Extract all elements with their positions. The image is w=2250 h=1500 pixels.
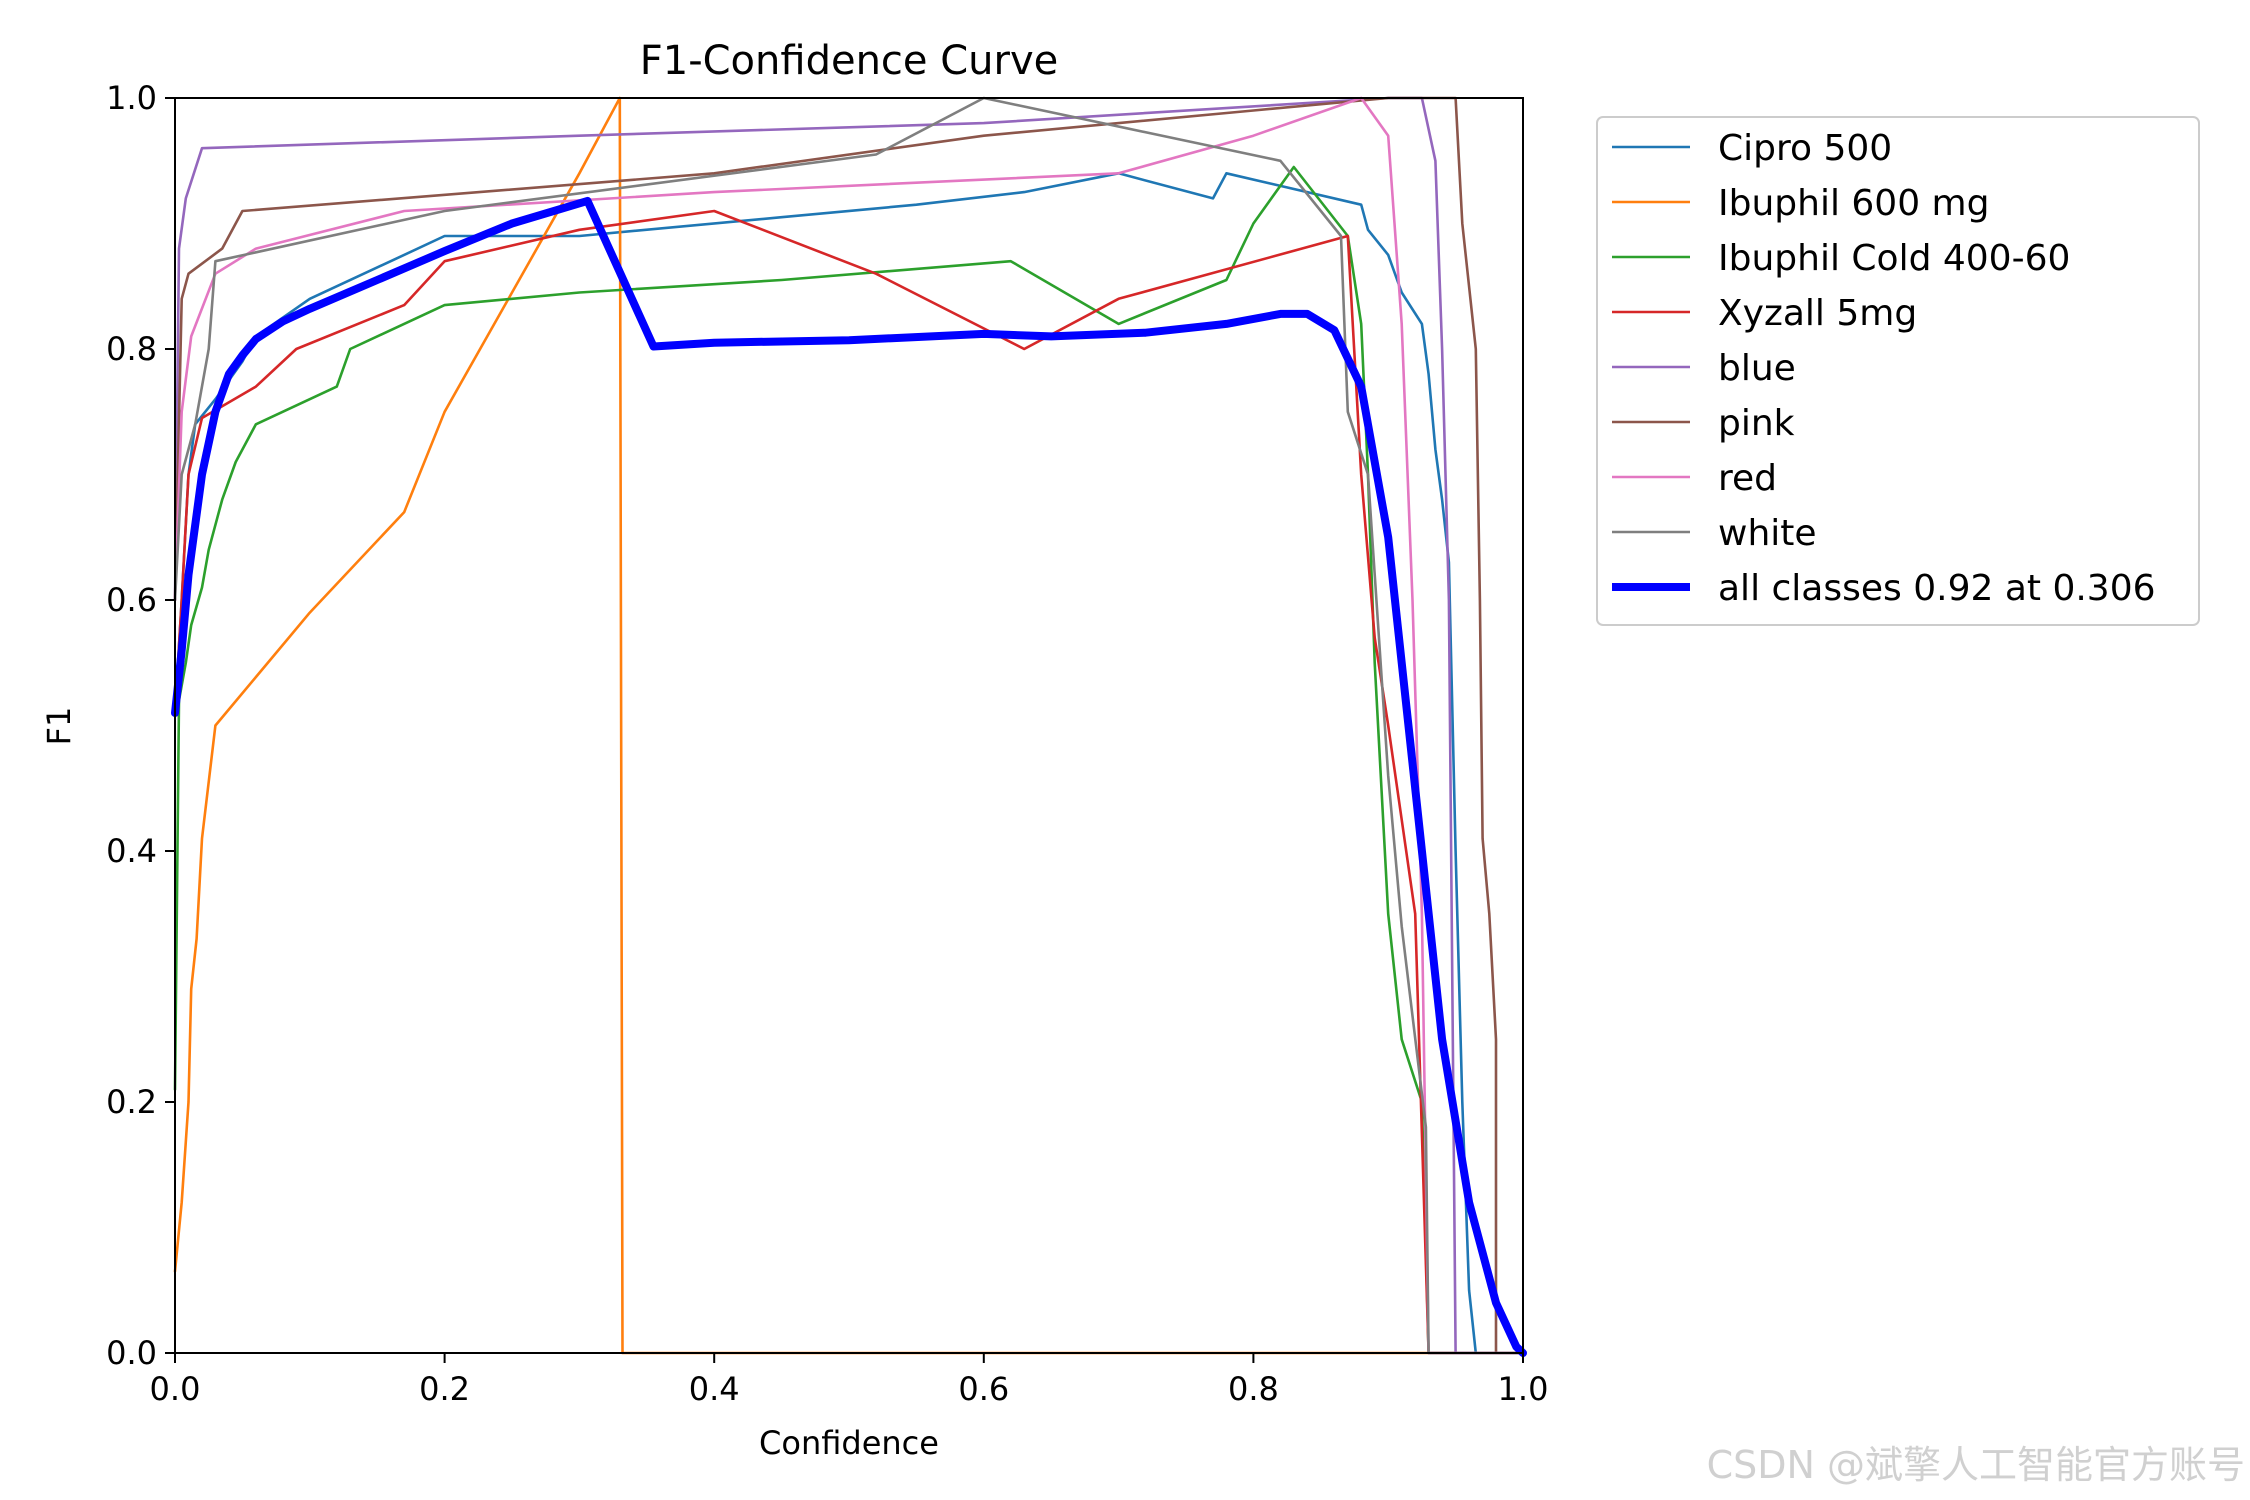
- x-axis-title: Confidence: [759, 1424, 939, 1462]
- series-layer: [171, 96, 1527, 1357]
- ticks-layer: 0.0 0.2 0.4 0.6 0.8 1.0 0.0 0.2 0.4 0.6 0.8 1.0: [106, 79, 1548, 1408]
- legend-frame: [1596, 116, 2200, 626]
- y-tick-label: 0.2: [106, 1083, 157, 1121]
- watermark: CSDN @斌擎人工智能官方账号: [1707, 1443, 2245, 1487]
- series-line-3: [173, 209, 1525, 1355]
- y-tick-label: 0.4: [106, 832, 157, 870]
- series-line-7: [173, 96, 1525, 1355]
- y-axis-title: F1: [40, 707, 78, 746]
- legend-label-8: all classes 0.92 at 0.306: [1718, 568, 2156, 609]
- legend-label-2: Ibuphil Cold 400-60: [1718, 238, 2070, 279]
- x-tick-label: 0.8: [1228, 1370, 1279, 1408]
- series-line-2: [173, 165, 1525, 1355]
- chart-title: F1-Confidence Curve: [640, 38, 1059, 84]
- legend-items: Cipro 500 Ibuphil 600 mg Ibuphil Cold 400-…: [1612, 128, 2156, 609]
- series-line-6: [173, 96, 1525, 1355]
- legend-label-4: blue: [1718, 348, 1796, 389]
- legend-label-5: pink: [1718, 403, 1795, 444]
- y-tick-label: 0.8: [106, 330, 157, 368]
- legend-label-0: Cipro 500: [1718, 128, 1892, 169]
- y-tick-label: 0.6: [106, 581, 157, 619]
- series-line-8: [171, 196, 1527, 1357]
- series-line-0: [173, 172, 1525, 1355]
- plot-frame: [174, 97, 1524, 1354]
- series-line-5: [173, 96, 1525, 1355]
- x-tick-label: 0.0: [150, 1370, 201, 1408]
- y-tick-label: 1.0: [106, 79, 157, 117]
- legend: Cipro 500 Ibuphil 600 mg Ibuphil Cold 400-…: [1596, 116, 2200, 626]
- x-tick-label: 0.6: [958, 1370, 1009, 1408]
- x-tick-label: 1.0: [1498, 1370, 1549, 1408]
- series-line-4: [173, 96, 1525, 1355]
- x-tick-label: 0.4: [689, 1370, 740, 1408]
- series-line-1: [173, 96, 1525, 1355]
- y-tick-label: 0.0: [106, 1334, 157, 1372]
- legend-label-1: Ibuphil 600 mg: [1718, 183, 1989, 224]
- x-tick-label: 0.2: [419, 1370, 470, 1408]
- legend-label-3: Xyzall 5mg: [1718, 293, 1917, 334]
- legend-label-6: red: [1718, 458, 1777, 499]
- legend-label-7: white: [1718, 513, 1817, 554]
